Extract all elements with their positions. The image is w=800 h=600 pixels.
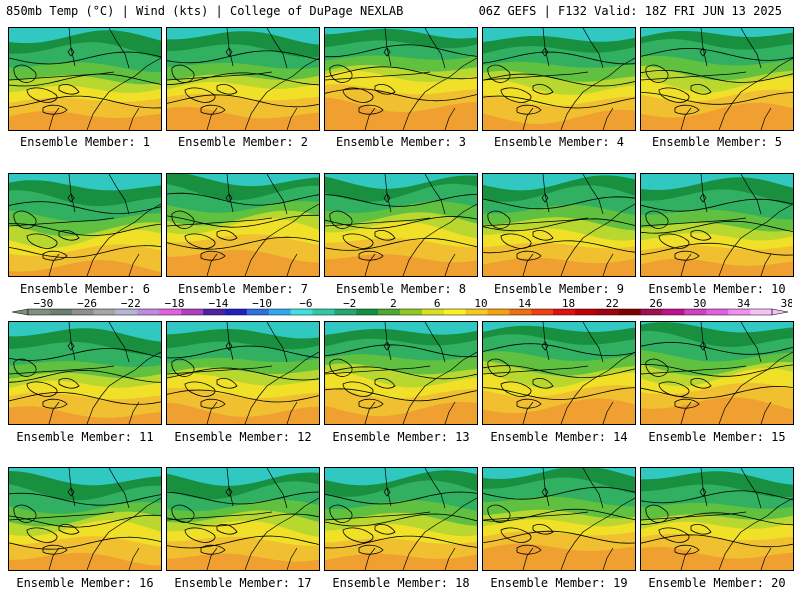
ensemble-map-panel [8, 467, 162, 571]
colorbar-tick-label: −10 [252, 298, 272, 310]
colorbar-tick-label: 2 [390, 298, 397, 310]
ensemble-member-label: Ensemble Member: 17 [174, 576, 312, 590]
colorbar-swatch [400, 309, 423, 315]
ensemble-member-label: Ensemble Member: 4 [493, 135, 625, 149]
colorbar-swatch [553, 309, 576, 315]
ensemble-member-label: Ensemble Member: 6 [19, 282, 151, 296]
ensemble-map-panel [482, 321, 636, 425]
colorbar-tick-label: 6 [434, 298, 441, 310]
ensemble-map-panel [166, 27, 320, 131]
colorbar-swatch [246, 309, 269, 315]
colorbar-swatch [356, 309, 379, 315]
ensemble-member-label: Ensemble Member: 1 [19, 135, 151, 149]
ensemble-member-label: Ensemble Member: 10 [648, 282, 786, 296]
ensemble-map-panel [8, 321, 162, 425]
colorbar-swatch [203, 309, 226, 315]
ensemble-member-label: Ensemble Member: 11 [16, 430, 154, 444]
map-title: 850mb Temp (°C) | Wind (kts) | College o… [6, 4, 404, 18]
colorbar-swatch [181, 309, 204, 315]
colorbar-swatch [49, 309, 73, 315]
colorbar-tick-label: 38 [781, 298, 792, 310]
colorbar-tick-label: −2 [343, 298, 356, 310]
ensemble-member-label: Ensemble Member: 18 [332, 576, 470, 590]
ensemble-map-panel [8, 173, 162, 277]
colorbar-swatch [706, 309, 729, 315]
colorbar-swatch [487, 309, 510, 315]
ensemble-member-label: Ensemble Member: 9 [493, 282, 625, 296]
colorbar-tick-label: −26 [77, 298, 97, 310]
colorbar-tick-label: −30 [33, 298, 53, 310]
ensemble-member-label: Ensemble Member: 16 [16, 576, 154, 590]
colorbar-swatch [115, 309, 138, 315]
ensemble-map-panel [640, 321, 794, 425]
ensemble-map-panel [640, 467, 794, 571]
ensemble-map-panel [482, 467, 636, 571]
colorbar-swatch [93, 309, 116, 315]
ensemble-member-label: Ensemble Member: 19 [490, 576, 628, 590]
ensemble-map-panel [324, 27, 478, 131]
temperature-colorbar: −30 −26 −22 −18 −14 −10 −6 −2 2 6 10 14 18 22 26 30 34 38… [11, 298, 792, 316]
ensemble-member-label: Ensemble Member: 14 [490, 430, 628, 444]
ensemble-member-label: Ensemble Member: 3 [335, 135, 467, 149]
colorbar-tick-label: 34 [737, 298, 751, 310]
ensemble-member-label: Ensemble Member: 15 [648, 430, 786, 444]
colorbar-tick-label: 18 [562, 298, 575, 310]
colorbar-swatch [378, 309, 401, 315]
ensemble-map-panel [324, 467, 478, 571]
colorbar-tick-label: −22 [121, 298, 141, 310]
ensemble-map-panel [640, 173, 794, 277]
colorbar-tick-label: −6 [299, 298, 312, 310]
ensemble-member-label: Ensemble Member: 8 [335, 282, 467, 296]
ensemble-map-panel [166, 173, 320, 277]
colorbar-min-arrow [11, 308, 29, 316]
colorbar-swatch [268, 309, 291, 315]
colorbar-tick-label: 22 [606, 298, 619, 310]
ensemble-member-label: Ensemble Member: 7 [177, 282, 309, 296]
ensemble-member-label: Ensemble Member: 13 [332, 430, 470, 444]
colorbar-swatch [728, 309, 751, 315]
ensemble-member-label: Ensemble Member: 20 [648, 576, 786, 590]
colorbar-tick-label: 10 [474, 298, 487, 310]
colorbar-swatch [159, 309, 182, 315]
ensemble-map-panel [324, 173, 478, 277]
ensemble-member-label: Ensemble Member: 2 [177, 135, 309, 149]
colorbar-swatch [640, 309, 663, 315]
ensemble-map-panel [482, 27, 636, 131]
colorbar-swatch [662, 309, 685, 315]
colorbar-swatch [575, 309, 598, 315]
ensemble-map-panel [640, 27, 794, 131]
colorbar-tick-label: 30 [693, 298, 706, 310]
colorbar-swatch [443, 309, 466, 315]
valid-time: 06Z GEFS | F132 Valid: 18Z FRI JUN 13 20… [478, 4, 782, 18]
colorbar-swatch [421, 309, 445, 315]
colorbar-swatch [465, 309, 488, 315]
colorbar-swatch [290, 309, 313, 315]
colorbar-swatch [28, 309, 51, 315]
ensemble-map-panel [482, 173, 636, 277]
colorbar-swatch [137, 309, 160, 315]
colorbar-swatch [71, 309, 94, 315]
colorbar-swatch [509, 309, 532, 315]
ensemble-map-panel [324, 321, 478, 425]
colorbar-tick-label: 14 [518, 298, 532, 310]
colorbar-swatch [684, 309, 707, 315]
colorbar-swatch [224, 309, 248, 315]
colorbar-tick-label: 26 [649, 298, 662, 310]
colorbar-tick-label: −18 [165, 298, 185, 310]
colorbar-swatch [531, 309, 554, 315]
ensemble-map-panel [166, 321, 320, 425]
ensemble-map-panel [166, 467, 320, 571]
colorbar-swatch [618, 309, 641, 315]
ensemble-member-label: Ensemble Member: 12 [174, 430, 312, 444]
colorbar-swatch [312, 309, 335, 315]
colorbar-swatch [750, 309, 773, 315]
colorbar-tick-label: −14 [208, 298, 228, 310]
ensemble-member-label: Ensemble Member: 5 [651, 135, 783, 149]
colorbar-swatch [596, 309, 620, 315]
ensemble-map-panel [8, 27, 162, 131]
colorbar-swatch [334, 309, 357, 315]
